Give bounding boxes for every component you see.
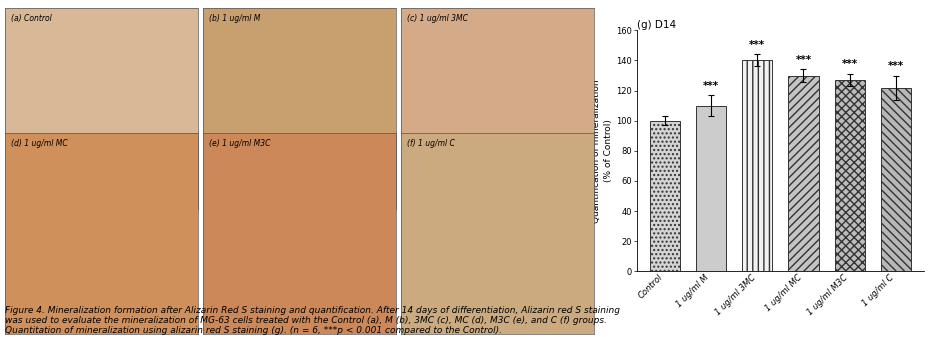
Bar: [835, 80, 865, 271]
Text: ***: ***: [795, 55, 812, 65]
Bar: [788, 75, 819, 271]
Text: ***: ***: [842, 60, 858, 69]
Text: ***: ***: [749, 40, 766, 50]
Text: (e) 1 ug/ml M3C: (e) 1 ug/ml M3C: [208, 139, 270, 148]
Bar: [696, 105, 726, 271]
Text: (g) D14: (g) D14: [637, 20, 675, 30]
Y-axis label: Quantification of mineralization
(% of Control): Quantification of mineralization (% of C…: [592, 79, 613, 223]
Text: Figure 4. Mineralization formation after Alizarin Red S staining and quantificat: Figure 4. Mineralization formation after…: [5, 306, 620, 335]
Bar: [742, 60, 772, 271]
Text: (d) 1 ug/ml MC: (d) 1 ug/ml MC: [10, 139, 67, 148]
Text: (c) 1 ug/ml 3MC: (c) 1 ug/ml 3MC: [406, 14, 468, 24]
Text: (f) 1 ug/ml C: (f) 1 ug/ml C: [406, 139, 455, 148]
Text: ***: ***: [888, 61, 904, 71]
Text: (a) Control: (a) Control: [10, 14, 51, 24]
Bar: [650, 121, 680, 271]
Bar: [881, 88, 911, 271]
Text: (b) 1 ug/ml M: (b) 1 ug/ml M: [208, 14, 260, 24]
Text: ***: ***: [703, 81, 719, 91]
